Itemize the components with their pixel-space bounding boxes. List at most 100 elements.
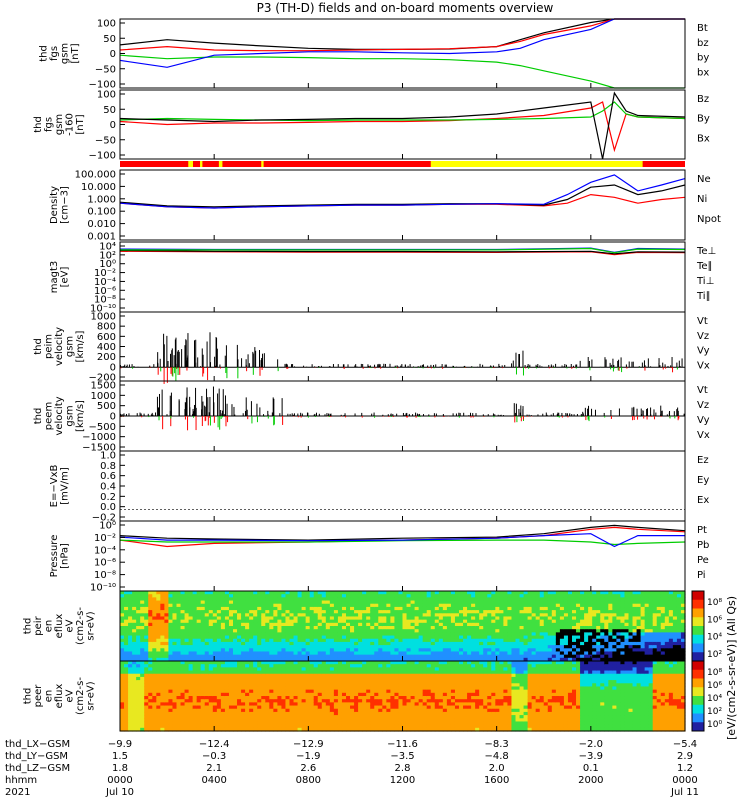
spectrogram-cell: [257, 699, 262, 703]
spectrogram-cell: [467, 632, 472, 637]
spectrogram-cell: [430, 613, 436, 618]
spectrogram-cell: [632, 597, 638, 602]
spectrogram-cell: [487, 626, 492, 630]
spectrogram-cell: [305, 619, 311, 624]
spectrogram-cell: [208, 594, 214, 598]
spectrogram-cell: [176, 699, 182, 703]
spectrogram-cell: [442, 629, 448, 633]
spectrogram-cell: [245, 622, 250, 627]
spectrogram-cell: [341, 657, 347, 662]
spectrogram-cell: [148, 680, 153, 684]
spectrogram-cell: [200, 632, 206, 637]
ylabel-line: [nT]: [75, 114, 86, 134]
spectrogram-cell: [672, 657, 678, 662]
spectrogram-cell: [402, 648, 408, 653]
spectrogram-cell: [555, 594, 561, 598]
spectrogram-cell: [216, 686, 222, 691]
spectrogram-cell: [491, 594, 496, 598]
spectrogram-cell: [204, 648, 210, 653]
spectrogram-cell: [519, 657, 525, 662]
spectrogram-cell: [245, 708, 250, 713]
spectrogram-cell: [471, 622, 476, 627]
ylabel-line: en: [44, 620, 55, 633]
spectrogram-cell: [507, 600, 513, 605]
spectrogram-cell: [329, 591, 335, 595]
spectrogram-cell: [354, 610, 359, 614]
spectrogram-cell: [350, 638, 355, 643]
spectrogram-cell: [128, 670, 133, 675]
spectrogram-cell: [220, 718, 226, 723]
spectrogram-cell: [257, 616, 262, 621]
spectrogram-cell: [459, 600, 464, 605]
spectrogram-cell: [527, 648, 533, 653]
spectrogram-cell: [216, 692, 222, 697]
spectrogram-cell: [664, 597, 670, 602]
spectrogram-cell: [249, 619, 254, 624]
spectrogram-cell: [168, 613, 174, 618]
spectrogram-cell: [495, 629, 500, 633]
spectrogram-cell: [559, 616, 565, 621]
spectrogram-cell: [450, 591, 456, 595]
spectrogram-cell: [632, 591, 638, 595]
spectrogram-cell: [220, 635, 226, 640]
spectrogram-cell: [346, 645, 351, 649]
legend-entry: Vz: [697, 400, 709, 411]
spectrogram-cell: [273, 600, 278, 605]
spectrogram-cell: [576, 626, 581, 630]
spectrogram-cell: [386, 613, 391, 618]
spectrogram-cell: [555, 626, 561, 630]
spectrogram-cell: [531, 619, 537, 624]
spectrogram-cell: [281, 635, 287, 640]
spectrogram-cell: [233, 651, 238, 656]
spectrogram-cell: [628, 654, 634, 659]
spectrogram-cell: [140, 594, 145, 598]
spectrogram-cell: [136, 673, 141, 678]
spectrogram-cell: [386, 648, 391, 653]
spectrogram-cell: [237, 686, 242, 691]
spectrogram-cell: [152, 664, 157, 668]
spectrogram-cell: [152, 645, 157, 649]
spectrogram-cell: [184, 594, 190, 598]
spectrogram-cell: [329, 645, 335, 649]
spectrogram-cell: [495, 619, 500, 624]
spectrogram-cell: [293, 641, 299, 646]
spectrogram-cell: [273, 702, 278, 707]
spectrogram-cell: [245, 661, 250, 665]
spectrogram-cell: [124, 664, 129, 668]
spectrogram-cell: [253, 676, 258, 681]
spectrogram-cell: [216, 635, 222, 640]
spectrogram-cell: [503, 603, 509, 608]
spectrogram-cell: [632, 629, 638, 633]
spectrogram-cell: [608, 597, 613, 602]
spectrogram-cell: [216, 626, 222, 630]
spectrogram-cell: [148, 635, 153, 640]
spectrogram-cell: [168, 708, 174, 713]
spectrogram-cell: [652, 616, 658, 621]
spectrogram-cell: [660, 619, 666, 624]
spectrogram-cell: [337, 651, 343, 656]
spectrogram-cell: [527, 594, 533, 598]
spectrogram-cell: [120, 724, 125, 729]
spectrogram-cell: [156, 699, 161, 703]
spectrogram-cell: [253, 724, 258, 729]
spectrogram-cell: [515, 594, 521, 598]
spectrogram-cell: [184, 651, 190, 656]
spectrogram-cell: [523, 638, 529, 643]
spectrogram-cell: [592, 606, 597, 611]
spectrogram-cell: [467, 635, 472, 640]
spectrogram-cell: [321, 603, 327, 608]
spectrogram-cell: [406, 635, 412, 640]
spectrogram-cell: [192, 673, 198, 678]
spectrogram-cell: [176, 686, 182, 691]
ytick-label: 0.4: [100, 482, 116, 493]
spectrogram-cell: [499, 613, 504, 618]
spectrogram-cell: [144, 600, 149, 605]
colorbar-segment: [692, 652, 704, 662]
spectrogram-cell: [216, 610, 222, 614]
spectrogram-cell: [588, 600, 593, 605]
spectrogram-cell: [313, 657, 319, 662]
spectrogram-cell: [293, 638, 299, 643]
spectrogram-cell: [467, 613, 472, 618]
spectrogram-cell: [329, 610, 335, 614]
spectrogram-cell: [680, 622, 686, 627]
